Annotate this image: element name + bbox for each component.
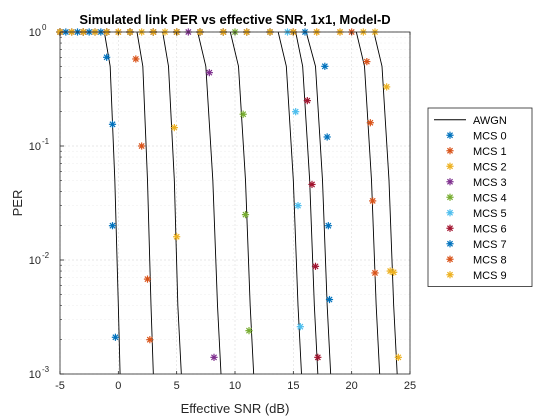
mcs-0-point — [111, 333, 120, 341]
mcs-1-point — [132, 55, 140, 63]
mcs-2-point — [173, 233, 181, 241]
x-tick-label: 10 — [229, 380, 241, 392]
legend-mcs-7-swatch — [446, 240, 454, 248]
awgn-curve — [305, 31, 332, 375]
awgn-curve — [103, 31, 121, 375]
mcs-6-point — [303, 97, 311, 105]
legend-mcs-2-swatch — [446, 162, 454, 170]
mcs-8-point — [369, 197, 377, 205]
mcs-8-point — [366, 119, 374, 127]
mcs-5-point — [294, 202, 302, 210]
y-tick-label: 10 — [29, 141, 41, 153]
mcs-3-point — [205, 69, 213, 77]
legend-box — [427, 107, 533, 287]
mcs-4-point — [239, 110, 247, 118]
legend: AWGN MCS 0 MCS 1 MCS 2 MCS 3 MCS 4 MCS 5 MCS 6 M… — [427, 107, 533, 287]
legend-mcs-5-swatch — [446, 209, 454, 217]
mcs-3-point — [210, 353, 218, 361]
mcs-0-point — [108, 120, 117, 128]
mcs-1-point — [143, 275, 152, 283]
mcs-1-point — [138, 142, 146, 150]
legend-mcs-1-label: MCS 1 — [473, 146, 507, 158]
mcs-4-point — [241, 211, 250, 219]
mcs-9-point — [383, 83, 391, 91]
y-tick-label: 10 — [29, 27, 41, 39]
legend-mcs-9-swatch — [446, 271, 454, 279]
mcs-7-point — [324, 222, 332, 230]
awgn-curve — [295, 31, 319, 375]
legend-mcs-2-label: MCS 2 — [473, 161, 507, 173]
mcs-6-point — [311, 262, 320, 270]
legend-mcs-6-swatch — [446, 224, 454, 232]
awgn-curve — [197, 31, 222, 375]
legend-awgn-label: AWGN — [473, 115, 507, 127]
chart-title: Simulated link PER vs effective SNR, 1x1… — [79, 12, 390, 27]
legend-mcs-0-swatch — [446, 131, 454, 139]
awgn-curve — [355, 31, 381, 375]
x-tick-label: 15 — [287, 380, 299, 392]
mcs-7-point — [323, 133, 331, 141]
legend-mcs-3-swatch — [446, 178, 454, 186]
mcs-6-point — [308, 180, 316, 189]
mcs-5-point — [296, 323, 304, 331]
legend-mcs-4-swatch — [446, 193, 454, 201]
y-tick-exponent: -2 — [42, 251, 50, 260]
mcs-9-point — [390, 268, 398, 276]
legend-mcs-9-label: MCS 9 — [473, 270, 507, 282]
y-tick-label: 10 — [29, 255, 41, 267]
mcs-0-point — [108, 222, 117, 230]
x-axis-label: Effective SNR (dB) — [181, 401, 290, 416]
mcs-4-point — [245, 327, 253, 335]
legend-mcs-8-swatch — [446, 255, 454, 263]
y-tick-exponent: -3 — [42, 365, 50, 374]
mcs-0-point — [103, 53, 111, 61]
legend-mcs-0-label: MCS 0 — [473, 130, 507, 142]
mcs-7-point — [325, 295, 334, 304]
y-tick-label: 10 — [29, 369, 41, 381]
legend-mcs-7-label: MCS 7 — [473, 239, 507, 251]
y-tick-exponent: 0 — [42, 23, 47, 32]
x-tick-label: 0 — [115, 380, 121, 392]
legend-mcs-4-label: MCS 4 — [473, 192, 507, 204]
awgn-curve — [373, 31, 398, 375]
mcs-6-point — [314, 353, 322, 361]
awgn-curve — [162, 31, 182, 375]
mcs-8-point — [363, 57, 371, 66]
y-axis-label: PER — [10, 190, 25, 217]
y-tick-exponent: -1 — [42, 137, 50, 146]
x-tick-label: 5 — [174, 380, 180, 392]
legend-mcs-3-label: MCS 3 — [473, 177, 507, 189]
x-tick-label: 25 — [404, 380, 416, 392]
mcs-2-point — [170, 124, 178, 132]
mcs-1-point — [146, 336, 154, 344]
mcs-7-point — [321, 62, 329, 70]
x-tick-label: -5 — [55, 380, 65, 392]
legend-mcs-1-swatch — [446, 147, 454, 155]
awgn-curve — [136, 31, 154, 375]
legend-mcs-8-label: MCS 8 — [473, 254, 507, 266]
mcs-8-point — [371, 269, 379, 277]
legend-mcs-6-label: MCS 6 — [473, 223, 507, 235]
mcs-5-point — [292, 108, 300, 116]
mcs-9-point — [394, 353, 402, 361]
legend-mcs-5-label: MCS 5 — [473, 208, 507, 220]
x-tick-label: 20 — [346, 380, 358, 392]
